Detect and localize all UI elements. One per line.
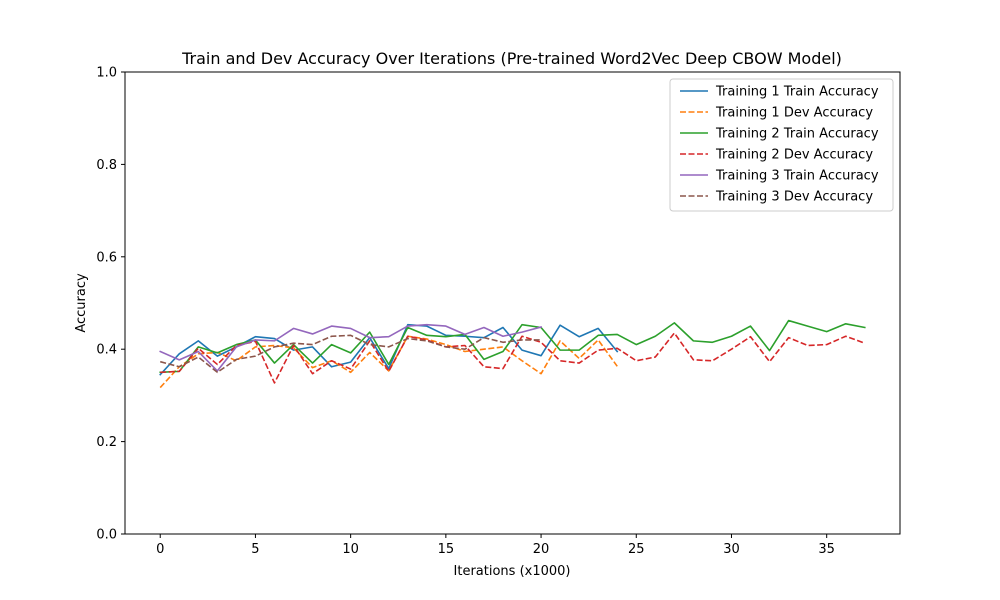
x-tick-label: 5 bbox=[251, 542, 259, 557]
x-tick-label: 30 bbox=[723, 542, 740, 557]
legend-label-1: Training 1 Train Accuracy bbox=[715, 85, 879, 100]
x-tick-label: 15 bbox=[438, 542, 455, 557]
legend: Training 1 Train Accuracy Training 1 Dev … bbox=[669, 78, 894, 212]
y-tick-label: 0.0 bbox=[96, 528, 117, 543]
legend-box bbox=[669, 78, 894, 212]
y-axis-title: Accuracy bbox=[74, 273, 89, 333]
x-tick-label: 25 bbox=[628, 542, 645, 557]
legend-label-5: Training 3 Train Accuracy bbox=[715, 169, 879, 184]
x-axis-title: Iterations (x1000) bbox=[454, 564, 571, 579]
series-line-5 bbox=[159, 323, 543, 372]
x-tick-label: 0 bbox=[156, 542, 164, 557]
x-tick-label: 10 bbox=[342, 542, 359, 557]
y-tick-label: 0.2 bbox=[96, 435, 117, 450]
series-line-3 bbox=[159, 319, 866, 374]
y-tick-label: 1.0 bbox=[96, 66, 117, 81]
y-tick-label: 0.8 bbox=[96, 158, 117, 173]
series-line-6 bbox=[160, 334, 542, 374]
series-layer bbox=[159, 319, 866, 389]
series-line-2 bbox=[159, 335, 618, 389]
legend-label-3: Training 2 Train Accuracy bbox=[715, 127, 879, 142]
legend-label-2: Training 1 Dev Accuracy bbox=[715, 106, 873, 121]
y-axis: 0.0 0.2 0.4 0.6 0.8 1.0 bbox=[96, 66, 125, 543]
legend-label-4: Training 2 Dev Accuracy bbox=[715, 148, 873, 163]
x-tick-label: 20 bbox=[533, 542, 550, 557]
y-tick-label: 0.4 bbox=[96, 343, 117, 358]
chart-title: Train and Dev Accuracy Over Iterations (… bbox=[181, 49, 842, 68]
plot-frame bbox=[124, 71, 901, 535]
y-tick-label: 0.6 bbox=[96, 250, 117, 265]
series-line-4 bbox=[160, 332, 866, 384]
legend-label-6: Training 3 Dev Accuracy bbox=[715, 190, 873, 205]
x-tick-label: 35 bbox=[818, 542, 835, 557]
x-axis: 0 5 10 15 20 25 30 35 bbox=[156, 534, 835, 557]
